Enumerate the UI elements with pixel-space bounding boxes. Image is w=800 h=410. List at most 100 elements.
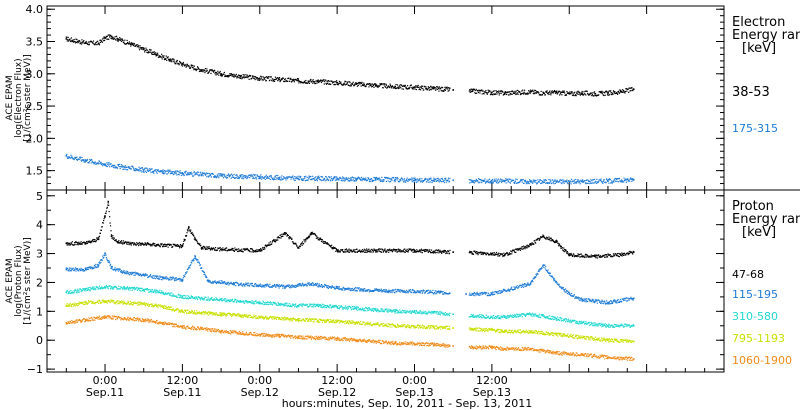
data-point [260,249,262,251]
data-point [74,242,76,244]
data-point [102,38,104,40]
data-point [624,90,627,93]
data-point [142,243,144,245]
data-point [513,288,516,290]
data-point [565,94,568,96]
data-point [423,179,425,182]
data-point [212,70,214,72]
data-point [172,61,174,63]
data-point [527,182,529,185]
data-point [324,283,326,286]
data-point [524,92,526,94]
data-point [312,82,314,84]
data-point [135,272,137,274]
data-point [228,248,230,251]
data-point [80,241,82,243]
data-point [82,41,84,43]
data-point [427,292,429,295]
data-point [320,238,322,240]
data-point [257,250,259,252]
data-point [523,182,525,184]
data-point [195,172,197,174]
data-point [368,178,370,180]
data-point [504,93,506,96]
data-point [251,75,253,77]
data-point [162,171,164,173]
data-point [269,79,271,81]
data-point [302,179,305,181]
data-point [195,172,197,174]
data-point [475,92,477,95]
data-point [366,289,368,291]
data-point [601,93,604,95]
data-point [155,275,157,277]
data-point [210,247,213,249]
data-point [133,43,136,45]
data-point [241,248,243,250]
data-point [595,95,598,97]
data-point [616,254,618,257]
data-point [606,179,608,181]
data-point [111,165,113,167]
data-point [548,178,550,181]
data-point [395,249,397,251]
data-point [573,256,575,258]
data-point [448,88,451,90]
data-point [279,234,282,236]
data-point [500,181,503,183]
data-point [521,92,523,95]
data-point [90,159,92,161]
data-point [437,249,440,251]
data-point [287,177,289,179]
data-point [532,92,534,95]
data-point [444,250,446,252]
data-point [522,179,524,181]
data-point [110,234,113,236]
data-point [205,248,207,250]
data-point [176,174,178,176]
data-point [121,241,123,244]
data-point [407,251,409,253]
data-point [631,252,633,254]
data-point [169,60,171,62]
data-point [579,256,581,258]
data-point [159,246,161,248]
data-point [68,244,70,246]
data-point [220,74,222,76]
data-point [262,285,264,287]
data-point [221,248,224,251]
data-point [337,81,339,84]
data-point [442,87,444,89]
data-point [79,268,81,271]
data-point [399,87,401,89]
data-point [175,245,177,247]
data-point [230,174,232,176]
data-point [274,76,277,78]
data-point [319,179,322,181]
data-point [364,251,366,253]
data-point [301,179,303,181]
data-point [277,284,279,286]
data-point [384,86,387,88]
data-point [252,249,254,251]
data-point [263,246,265,249]
data-point [286,284,288,286]
data-point [358,287,360,289]
data-point [265,246,267,248]
data-point [113,269,115,271]
data-point [344,249,346,251]
data-point [389,181,391,183]
data-point [446,252,448,254]
data-point [420,251,422,253]
data-point [231,74,233,76]
data-point [344,289,347,291]
data-point [594,254,596,256]
data-point [495,253,497,255]
data-point [570,92,573,94]
data-point [382,251,384,253]
data-point [576,91,578,93]
data-point [515,286,517,288]
data-point [372,85,374,87]
data-point [73,158,75,161]
data-point [82,160,84,162]
